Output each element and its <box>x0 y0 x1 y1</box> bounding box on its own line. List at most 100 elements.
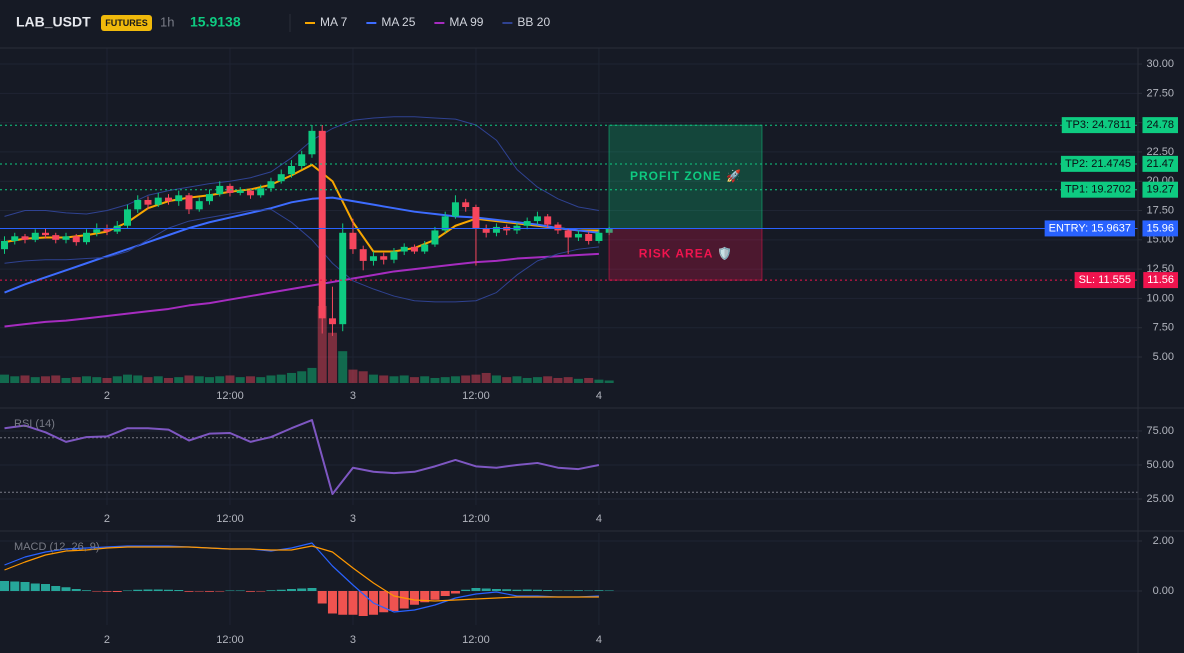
y-tick-label: 50.00 <box>1146 459 1174 471</box>
volume-bar <box>245 376 255 383</box>
histogram-bar <box>30 583 40 591</box>
zone <box>608 228 763 281</box>
volume-bar <box>358 371 368 383</box>
x-tick-label: 12:00 <box>462 634 490 646</box>
zone-label: PROFIT ZONE 🚀 <box>630 169 742 183</box>
y-tick-label: 10.00 <box>1146 292 1174 304</box>
level-label-box <box>1044 220 1135 237</box>
x-tick-label: 12:00 <box>216 513 244 525</box>
level-axis-label-box <box>1142 155 1178 172</box>
volume-bar <box>481 372 491 383</box>
grid-layer <box>0 48 1142 625</box>
legend-label: MA 25 <box>381 15 415 29</box>
labels-layer: 30.0027.5025.0022.5020.0017.5015.0012.50… <box>14 58 1178 646</box>
histogram-bar <box>133 589 143 591</box>
volume-bar <box>143 377 153 383</box>
volume-bar <box>204 377 214 383</box>
volume-bar <box>327 332 337 383</box>
candle-body <box>52 235 60 240</box>
histogram-bar <box>51 586 61 591</box>
volume-bar <box>256 377 266 383</box>
volume-bar <box>235 377 245 383</box>
x-tick-label: 3 <box>350 634 356 646</box>
candle-body <box>246 190 254 196</box>
histogram-bar <box>266 590 276 591</box>
candle-body <box>72 236 80 243</box>
x-tick-label: 2 <box>104 513 110 525</box>
candle-body <box>82 232 90 243</box>
volume-bar <box>153 376 163 383</box>
volume-bar <box>163 377 173 383</box>
candle-body <box>410 246 418 252</box>
candle-body <box>441 216 449 231</box>
candle-body <box>318 130 326 319</box>
volume-bar <box>225 375 235 383</box>
volume-bar <box>502 377 512 383</box>
marks-layer <box>0 116 1138 616</box>
histogram-bar <box>174 590 184 591</box>
x-tick-label: 12:00 <box>462 390 490 402</box>
volume-bar <box>307 367 317 383</box>
histogram-bar <box>553 590 563 591</box>
histogram-bar <box>41 584 51 591</box>
y-tick-label: 5.00 <box>1153 351 1174 363</box>
level-axis-label-box <box>1143 272 1178 289</box>
candle-body <box>62 236 70 240</box>
candle-body <box>339 232 347 325</box>
histogram-bar <box>81 590 91 591</box>
volume-bar <box>184 375 194 383</box>
histogram-bar <box>532 589 542 591</box>
histogram-bar <box>594 590 604 591</box>
volume-bar <box>92 377 102 383</box>
candle-body <box>380 256 388 260</box>
volume-bar <box>389 376 399 383</box>
legend-label: MA 7 <box>320 15 348 29</box>
volume-bar <box>471 374 481 383</box>
histogram-bar <box>143 589 153 591</box>
candle-body <box>175 195 183 202</box>
badge: FUTURES <box>105 18 148 28</box>
level-axis-label: 11.56 <box>1147 274 1174 286</box>
candle-body <box>328 318 336 325</box>
histogram-bar <box>512 589 522 591</box>
candle-body <box>21 236 29 240</box>
histogram-bar <box>430 591 440 600</box>
candle-body <box>390 251 398 260</box>
volume-bar <box>61 377 71 383</box>
candle-body <box>93 229 101 233</box>
level-label-box <box>1061 117 1135 134</box>
volume-bar <box>450 376 460 383</box>
histogram-bar <box>573 590 583 591</box>
y-tick-label: 22.50 <box>1146 146 1174 158</box>
histogram-bar <box>245 591 255 592</box>
level-axis-label: 21.47 <box>1146 158 1174 170</box>
legend-label: BB 20 <box>517 15 550 29</box>
ma-line <box>4 163 599 253</box>
histogram-bar <box>450 591 460 594</box>
level-axis-label: 24.78 <box>1146 119 1174 131</box>
indicator-line <box>4 419 600 495</box>
histogram-bar <box>276 589 286 591</box>
legend-label: MA 99 <box>449 15 483 29</box>
volume-bar <box>584 377 594 383</box>
level-label-box <box>1060 181 1135 198</box>
pane-title: RSI (14) <box>14 418 55 430</box>
volume-bar <box>102 377 112 383</box>
candle-body <box>205 194 213 202</box>
histogram-bar <box>297 588 307 591</box>
candle-body <box>298 154 306 166</box>
histogram-bar <box>563 590 573 591</box>
histogram-bar <box>604 590 614 591</box>
volume-bar <box>20 375 30 383</box>
volume-bar <box>317 305 327 383</box>
y-tick-label: 17.50 <box>1146 204 1174 216</box>
candle-body <box>185 195 193 210</box>
candle-body <box>369 256 377 261</box>
y-tick-label: 75.00 <box>1146 425 1174 437</box>
level-axis-label: 19.27 <box>1146 184 1174 196</box>
histogram-bar <box>215 591 225 592</box>
level-label: ENTRY: 15.9637 <box>1049 222 1131 234</box>
candle-body <box>267 181 275 189</box>
